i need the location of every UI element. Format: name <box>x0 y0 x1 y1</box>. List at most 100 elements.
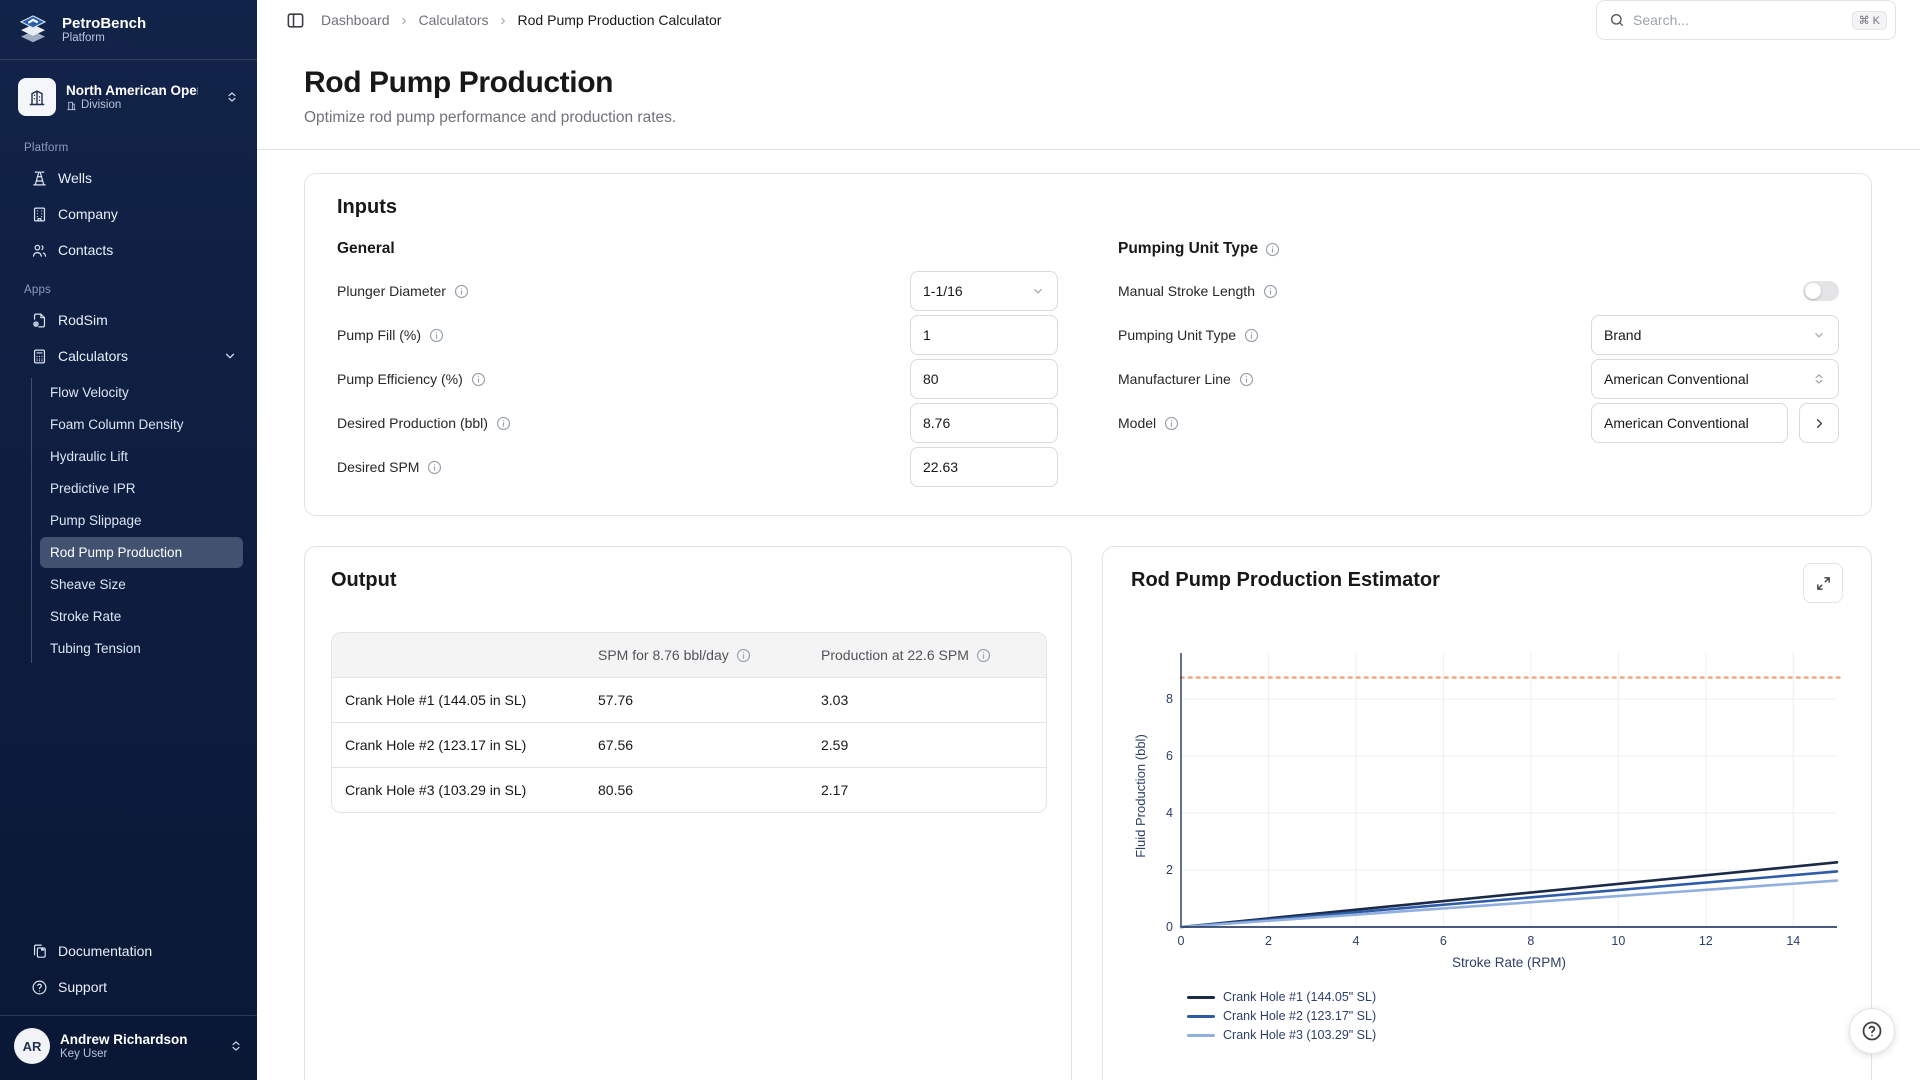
sidebar-subitem-rod-pump-production[interactable]: Rod Pump Production <box>40 537 243 568</box>
info-icon[interactable] <box>471 372 486 387</box>
sidebar-item-label: Documentation <box>58 943 152 959</box>
field-label-desired-production: Desired Production (bbl) <box>337 415 511 431</box>
user-role: Key User <box>60 1048 219 1060</box>
brand-subtitle: Platform <box>62 32 146 44</box>
info-icon[interactable] <box>976 648 991 663</box>
sidebar-subitem-hydraulic-lift[interactable]: Hydraulic Lift <box>40 441 243 472</box>
field-label-manufacturer-line: Manufacturer Line <box>1118 371 1254 387</box>
org-switcher[interactable]: North American Operations Division <box>10 72 247 122</box>
table-cell: 2.17 <box>808 767 1046 812</box>
sidebar-item-company[interactable]: Company <box>8 196 249 232</box>
sidebar-item-calculators[interactable]: Calculators <box>8 338 249 374</box>
breadcrumb-current: Rod Pump Production Calculator <box>518 12 722 28</box>
search-box[interactable]: ⌘ K <box>1596 0 1896 40</box>
svg-text:4: 4 <box>1166 806 1173 820</box>
breadcrumb: Dashboard › Calculators › Rod Pump Produ… <box>281 6 721 34</box>
sidebar-item-label: Calculators <box>58 348 213 364</box>
sidebar-item-rodsim[interactable]: RodSim <box>8 302 249 338</box>
search-icon <box>1609 12 1625 28</box>
pump-efficiency-input[interactable] <box>910 359 1058 399</box>
legend-label: Crank Hole #2 (123.17" SL) <box>1223 1009 1376 1023</box>
expand-chart-button[interactable] <box>1803 563 1843 603</box>
division-building-icon <box>66 100 77 111</box>
pumping-unit-type-heading: Pumping Unit Type <box>1118 235 1839 263</box>
sidebar-item-contacts[interactable]: Contacts <box>8 232 249 268</box>
info-icon[interactable] <box>429 328 444 343</box>
sidebar-subitem-predictive-ipr[interactable]: Predictive IPR <box>40 473 243 504</box>
info-icon[interactable] <box>427 460 442 475</box>
svg-text:4: 4 <box>1352 934 1359 947</box>
output-table: SPM for 8.76 bbl/day Production at 22.6 … <box>331 632 1047 813</box>
desired-spm-input[interactable] <box>910 447 1058 487</box>
desired-production-input[interactable] <box>910 403 1058 443</box>
sidebar-item-documentation[interactable]: Documentation <box>8 933 249 969</box>
sidebar-item-wells[interactable]: Wells <box>8 160 249 196</box>
sidebar-subitem-foam-column-density[interactable]: Foam Column Density <box>40 409 243 440</box>
output-table-body: Crank Hole #1 (144.05 in SL)57.763.03Cra… <box>332 677 1046 812</box>
field-label-pump-efficiency: Pump Efficiency (%) <box>337 371 486 387</box>
page-subtitle: Optimize rod pump performance and produc… <box>304 109 1872 127</box>
table-header-production: Production at 22.6 SPM <box>808 633 1046 677</box>
chart-legend: Crank Hole #1 (144.05" SL) Crank Hole #2 … <box>1187 990 1843 1042</box>
breadcrumb-dashboard[interactable]: Dashboard <box>321 12 390 28</box>
legend-label: Crank Hole #1 (144.05" SL) <box>1223 990 1376 1004</box>
table-cell: 57.76 <box>585 677 808 722</box>
help-fab-button[interactable] <box>1849 1008 1895 1054</box>
page-header: Rod Pump Production Optimize rod pump pe… <box>257 40 1920 150</box>
search-input[interactable] <box>1633 12 1844 28</box>
info-icon[interactable] <box>1263 284 1278 299</box>
info-icon[interactable] <box>1244 328 1259 343</box>
building-icon <box>31 206 48 223</box>
brand[interactable]: PetroBench Platform <box>0 0 257 60</box>
info-icon[interactable] <box>1265 242 1280 257</box>
users-icon <box>31 242 48 259</box>
model-next-button[interactable] <box>1799 403 1839 443</box>
svg-text:6: 6 <box>1440 934 1447 947</box>
info-icon[interactable] <box>1239 372 1254 387</box>
help-circle-icon <box>31 979 48 996</box>
table-cell: 3.03 <box>808 677 1046 722</box>
org-type: Division <box>66 99 215 111</box>
user-menu[interactable]: AR Andrew Richardson Key User <box>0 1016 257 1080</box>
field-label-manual-stroke-length: Manual Stroke Length <box>1118 283 1278 299</box>
topbar: Dashboard › Calculators › Rod Pump Produ… <box>257 0 1920 40</box>
svg-text:10: 10 <box>1611 934 1625 947</box>
maximize-icon <box>1815 575 1832 592</box>
info-icon[interactable] <box>736 648 751 663</box>
pump-fill-input[interactable] <box>910 315 1058 355</box>
breadcrumb-calculators[interactable]: Calculators <box>419 12 489 28</box>
svg-text:12: 12 <box>1699 934 1713 947</box>
sidebar-subitem-tubing-tension[interactable]: Tubing Tension <box>40 633 243 664</box>
pumping-unit-type-select[interactable]: Brand <box>1591 315 1839 355</box>
model-input[interactable] <box>1591 403 1788 443</box>
sidebar-toggle-icon[interactable] <box>281 6 309 34</box>
plunger-diameter-select[interactable]: 1-1/16 <box>910 271 1058 311</box>
manual-stroke-length-toggle[interactable] <box>1803 281 1839 301</box>
sidebar-subitem-flow-velocity[interactable]: Flow Velocity <box>40 377 243 408</box>
inputs-card: Inputs General Plunger Diameter 1-1/16 <box>304 173 1872 516</box>
sidebar-item-support[interactable]: Support <box>8 969 249 1005</box>
legend-line-swatch <box>1187 1015 1215 1018</box>
sidebar-item-label: Support <box>58 979 107 995</box>
svg-text:2: 2 <box>1166 863 1173 877</box>
sidebar-subitem-sheave-size[interactable]: Sheave Size <box>40 569 243 600</box>
sidebar-subitem-pump-slippage[interactable]: Pump Slippage <box>40 505 243 536</box>
user-name: Andrew Richardson <box>60 1032 219 1048</box>
table-row: Crank Hole #2 (123.17 in SL)67.562.59 <box>332 722 1046 767</box>
sidebar-subitem-stroke-rate[interactable]: Stroke Rate <box>40 601 243 632</box>
page-title: Rod Pump Production <box>304 66 1872 100</box>
info-icon[interactable] <box>454 284 469 299</box>
info-icon[interactable] <box>1164 416 1179 431</box>
table-cell: 67.56 <box>585 722 808 767</box>
svg-text:0: 0 <box>1166 920 1173 934</box>
legend-item: Crank Hole #2 (123.17" SL) <box>1187 1009 1843 1023</box>
avatar: AR <box>14 1028 50 1064</box>
info-icon[interactable] <box>496 416 511 431</box>
output-card: Output SPM for 8.76 bbl/day Production a… <box>304 546 1072 1080</box>
manufacturer-line-select[interactable]: American Conventional <box>1591 359 1839 399</box>
calculator-icon <box>31 348 48 365</box>
rodsim-icon <box>31 312 48 329</box>
chart-title: Rod Pump Production Estimator <box>1131 569 1440 592</box>
chart-x-axis-label: Stroke Rate (RPM) <box>1181 955 1837 970</box>
inputs-title: Inputs <box>337 196 1839 219</box>
